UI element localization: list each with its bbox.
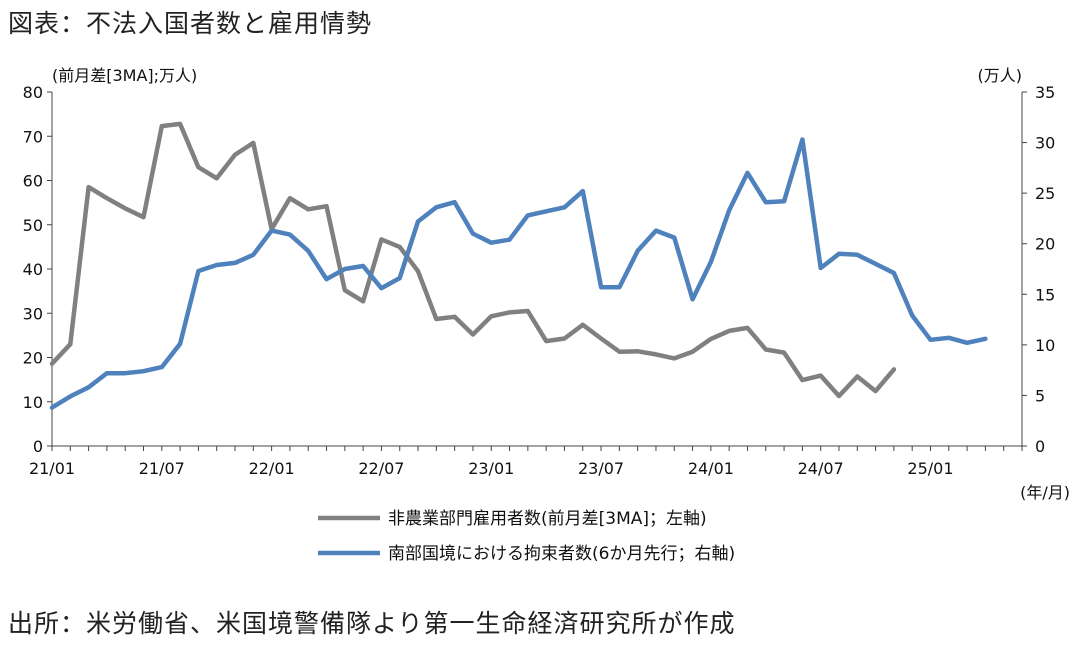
left-axis-tick-label: 80 xyxy=(23,83,43,102)
x-axis-tick-label: 24/01 xyxy=(688,459,734,478)
left-axis-tick-label: 0 xyxy=(33,437,43,456)
right-axis-tick-label: 30 xyxy=(1035,134,1055,153)
right-axis-tick-label: 10 xyxy=(1035,336,1055,355)
legend-label-payrolls: 非農業部門雇用者数(前月差[3MA]；左軸) xyxy=(388,509,707,529)
left-axis-tick-label: 10 xyxy=(23,393,43,412)
left-axis-tick-label: 50 xyxy=(23,216,43,235)
x-axis-tick-label: 22/01 xyxy=(249,459,295,478)
source-note: 出所：米労働省、米国境警備隊より第一生命経済研究所が作成 xyxy=(8,609,736,638)
x-axis-unit-label: (年/月) xyxy=(1020,483,1070,502)
right-axis-tick-label: 5 xyxy=(1035,386,1045,405)
right-axis-tick-label: 20 xyxy=(1035,235,1055,254)
right-axis-tick-label: 35 xyxy=(1035,83,1055,102)
series-line-border-apprehensions xyxy=(49,137,988,410)
series-line-payrolls xyxy=(49,121,897,399)
right-axis-tick-label: 15 xyxy=(1035,285,1055,304)
x-axis-tick-label: 23/07 xyxy=(578,459,624,478)
right-axis-unit-label: (万人) xyxy=(978,66,1023,85)
legend-label-border-apprehensions: 南部国境における拘束者数(6か月先行；右軸) xyxy=(388,544,735,564)
right-axis-tick-label: 0 xyxy=(1035,437,1045,456)
x-axis-tick-label: 22/07 xyxy=(358,459,404,478)
x-axis-tick-label: 21/07 xyxy=(139,459,185,478)
left-axis-tick-label: 40 xyxy=(23,260,43,279)
x-axis-tick-label: 23/01 xyxy=(468,459,514,478)
left-axis-tick-label: 60 xyxy=(23,172,43,191)
line-chart: (前月差[3MA];万人) (万人) (年/月) 010203040506070… xyxy=(23,66,1070,564)
right-axis-tick-label: 25 xyxy=(1035,184,1055,203)
x-axis-tick-label: 24/07 xyxy=(798,459,844,478)
figure-title: 図表：不法入国者数と雇用情勢 xyxy=(8,9,373,38)
left-axis-tick-label: 30 xyxy=(23,304,43,323)
x-axis-tick-label: 25/01 xyxy=(907,459,953,478)
left-axis-tick-label: 20 xyxy=(23,349,43,368)
x-axis-tick-label: 21/01 xyxy=(29,459,75,478)
left-axis-unit-label: (前月差[3MA];万人) xyxy=(52,66,197,85)
left-axis-tick-label: 70 xyxy=(23,127,43,146)
